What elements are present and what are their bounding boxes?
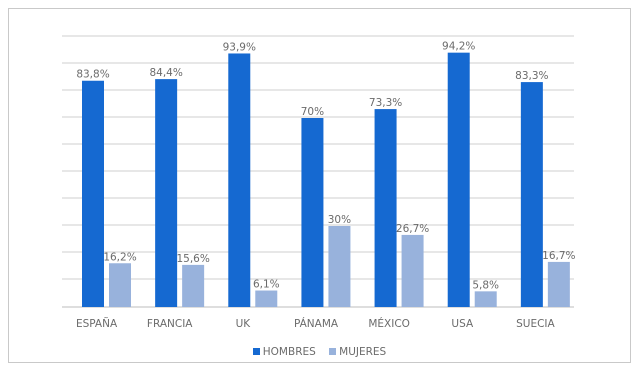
bar-mujeres-francia	[182, 264, 205, 307]
bar-hombres-usa	[447, 52, 470, 307]
x-tick-label: ESPAÑA	[76, 317, 118, 330]
legend-label-mujeres: MUJERES	[339, 346, 387, 358]
bar-hombres-suecia	[520, 82, 543, 307]
data-label: 5,8%	[472, 279, 499, 291]
bar-mujeres-méxico	[401, 234, 424, 307]
legend-item-hombres: HOMBRES	[252, 346, 316, 358]
data-label: 15,6%	[176, 253, 209, 265]
x-tick-labels: ESPAÑA FRANCIA UK PÁNAMA MÉXICO USA SUECIA	[76, 317, 556, 330]
data-labels: 83,8% 16,2% 84,4% 15,6% 93,9% 6,1% 70% 30% 73,3%…	[76, 41, 575, 292]
bar-mujeres-pánama	[328, 226, 351, 307]
bar-hombres-francia	[155, 79, 178, 308]
bar-hombres-méxico	[374, 109, 397, 307]
legend-item-mujeres: MUJERES	[329, 346, 386, 358]
data-label: 30%	[328, 214, 351, 226]
x-tick-label: FRANCIA	[147, 318, 193, 330]
data-label: 16,2%	[103, 251, 136, 263]
x-tick-label: PÁNAMA	[294, 317, 339, 330]
data-label: 93,9%	[223, 41, 256, 53]
bar-mujeres-uk	[255, 290, 278, 307]
bar-mujeres-españa	[109, 263, 131, 307]
data-label: 83,8%	[76, 69, 109, 81]
legend-swatch-mujeres	[329, 348, 337, 355]
data-label: 84,4%	[149, 67, 182, 79]
data-label: 73,3%	[369, 97, 402, 109]
data-label: 83,3%	[515, 70, 548, 82]
x-tick-label: SUECIA	[516, 318, 555, 330]
x-tick-label: MÉXICO	[368, 317, 410, 330]
x-tick-label: UK	[236, 318, 252, 330]
data-label: 6,1%	[253, 279, 280, 291]
data-label: 26,7%	[396, 223, 429, 235]
bar-mujeres-suecia	[547, 261, 570, 307]
data-label: 16,7%	[542, 250, 575, 262]
legend-swatch-hombres	[252, 348, 260, 355]
x-tick-label: USA	[451, 318, 474, 330]
bar-hombres-uk	[228, 53, 251, 307]
data-label: 70%	[301, 106, 324, 118]
data-label: 94,2%	[442, 41, 475, 53]
legend-label-hombres: HOMBRES	[262, 346, 316, 358]
bar-hombres-pánama	[301, 118, 324, 307]
bars	[82, 52, 570, 308]
bar-mujeres-usa	[474, 291, 497, 307]
legend: HOMBRES MUJERES	[0, 346, 639, 358]
bar-hombres-españa	[82, 80, 104, 308]
